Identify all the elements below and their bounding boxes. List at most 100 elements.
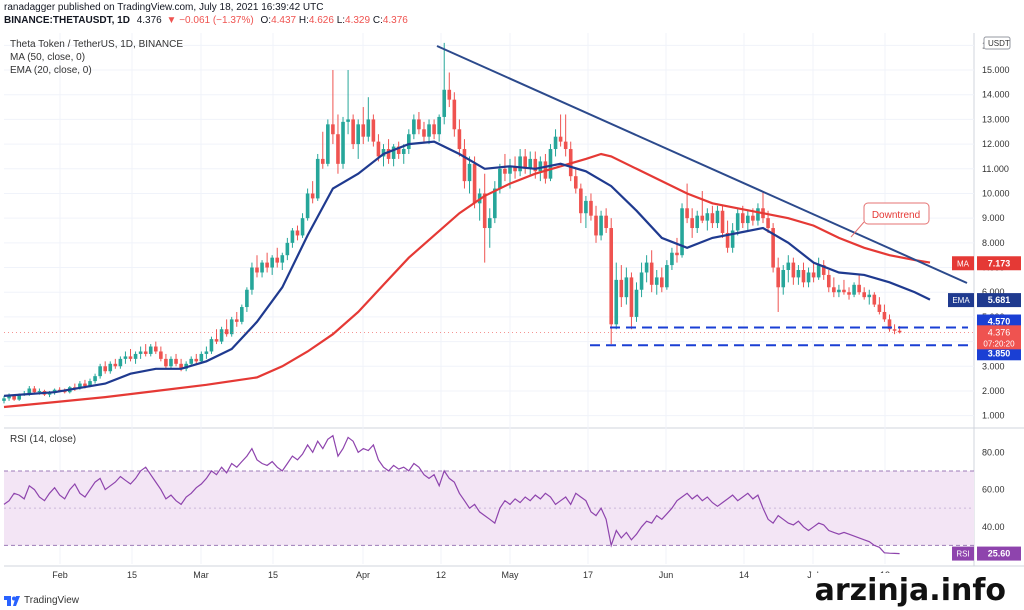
candle-body [265, 262, 269, 268]
candle-body [563, 141, 568, 150]
price-tick-label: 14.000 [982, 90, 1010, 100]
candle-body [386, 149, 391, 159]
candle-body [639, 272, 644, 290]
tradingview-logo[interactable]: TradingView [4, 595, 79, 606]
candle-body [649, 262, 654, 285]
candle-body [351, 119, 355, 145]
candle-body [533, 158, 538, 172]
candle-body [270, 257, 274, 268]
candle-body [331, 124, 335, 135]
candle-body [832, 287, 836, 293]
candle-body [452, 99, 457, 130]
candle-body [826, 274, 831, 288]
candle-body [467, 163, 472, 182]
candle-body [457, 129, 462, 150]
ma-tag-label: MA [957, 259, 970, 268]
low-label: L: [336, 15, 346, 26]
candle-body [341, 121, 345, 164]
candle-body [154, 346, 158, 352]
candle-body [260, 262, 264, 273]
candle-body [740, 213, 745, 224]
candle-body [346, 119, 350, 122]
candle-body [143, 351, 148, 354]
close-label: C: [372, 15, 383, 26]
candle-body [78, 383, 82, 389]
downtrend-callout-text: Downtrend [872, 210, 920, 221]
last-price: 4.376 [136, 15, 162, 26]
price-axis: 1.0002.0003.0004.0005.0006.0007.0008.000… [52, 36, 1021, 580]
candle-body [725, 232, 730, 248]
high-label: H: [298, 15, 309, 26]
ma-legend: MA (50, close, 0) [10, 52, 86, 63]
candle-body [189, 358, 194, 364]
candle-body [811, 272, 816, 278]
candle-body [791, 262, 796, 278]
candle-body [103, 366, 107, 372]
candle-body [690, 218, 694, 229]
candle-body [52, 389, 57, 393]
candle-body [584, 200, 588, 214]
rsi-legend: RSI (14, close) [10, 434, 77, 445]
candle-body [169, 358, 173, 367]
candle-body [285, 242, 290, 256]
candle-body [113, 363, 118, 367]
time-tick-label: May [501, 570, 519, 580]
candle-body [862, 292, 866, 298]
candle-body [447, 89, 452, 100]
candle-body [685, 208, 689, 219]
candle-body [705, 213, 710, 221]
candle-body [280, 255, 285, 263]
candle-body [599, 215, 603, 236]
candle-body [821, 265, 826, 275]
candle-body [93, 376, 97, 382]
candle-body [7, 395, 11, 399]
candle-body [756, 208, 760, 221]
candle-body [735, 213, 740, 231]
chart-title: Theta Token / TetherUS, 1D, BINANCE [10, 39, 184, 50]
candle-body [614, 279, 619, 325]
candle-body [174, 358, 178, 364]
countdown-tag: 07:20:20 [983, 339, 1015, 348]
candle-body [766, 218, 770, 229]
candle-body [523, 156, 527, 169]
candle-body [786, 262, 791, 270]
candle-body [376, 141, 381, 157]
candle-body [326, 124, 330, 164]
candle-body [432, 124, 436, 135]
candle-body [806, 272, 811, 283]
ema-legend: EMA (20, close, 0) [10, 65, 92, 76]
last-price-tag: 4.376 [988, 327, 1011, 337]
high-value: 4.626 [308, 15, 334, 26]
rsi-value-tag: 25.60 [988, 549, 1011, 559]
candle-body [381, 149, 386, 157]
rsi-tick-label: 60.00 [982, 485, 1005, 495]
candle-body [442, 89, 447, 117]
candle-body [290, 230, 295, 243]
candle-body [219, 329, 224, 342]
candle-body [751, 215, 755, 221]
time-tick-label: Feb [52, 570, 68, 580]
candle-body [164, 358, 168, 367]
candle-body [159, 351, 163, 359]
candle-body [138, 351, 143, 354]
candle-body [83, 383, 87, 387]
candle-body [700, 215, 705, 221]
support-upper-tag: 4.570 [988, 317, 1011, 327]
price-pane: Downtrend [2, 42, 974, 409]
candle-body [680, 208, 684, 256]
candle-body [842, 289, 846, 293]
candle-body [356, 124, 360, 145]
support-lower-tag: 3.850 [988, 348, 1011, 358]
candle-body [361, 124, 366, 137]
rsi-tick-label: 80.00 [982, 447, 1005, 457]
support-lower-tag-bg [977, 346, 1021, 361]
candle-body [407, 134, 411, 150]
candle-body [882, 311, 887, 320]
candle-body [665, 265, 669, 288]
candle-body [594, 215, 598, 236]
candle-body [179, 363, 183, 369]
candle-body [300, 218, 305, 236]
unit-label: USDT [988, 39, 1010, 48]
candle-body [604, 215, 608, 229]
